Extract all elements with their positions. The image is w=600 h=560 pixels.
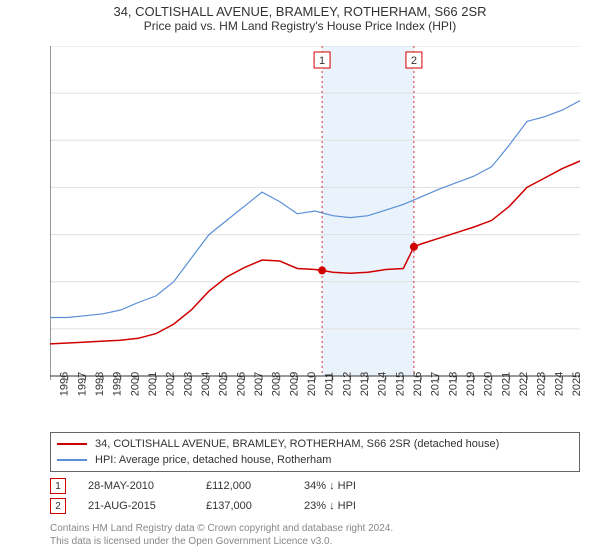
title-block: 34, COLTISHALL AVENUE, BRAMLEY, ROTHERHA… (0, 0, 600, 35)
sale-rows: 1 28-MAY-2010 £112,000 34% ↓ HPI 2 21-AU… (50, 476, 580, 516)
svg-text:1996: 1996 (59, 372, 71, 396)
svg-text:2004: 2004 (200, 372, 212, 396)
svg-text:2009: 2009 (288, 372, 300, 396)
svg-text:2000: 2000 (129, 372, 141, 396)
svg-text:2019: 2019 (465, 372, 477, 396)
legend-label-property: 34, COLTISHALL AVENUE, BRAMLEY, ROTHERHA… (95, 438, 499, 450)
sale-delta: 34% ↓ HPI (304, 480, 404, 492)
footer-line1: Contains HM Land Registry data © Crown c… (50, 522, 580, 535)
svg-text:2024: 2024 (553, 372, 565, 396)
svg-text:2015: 2015 (394, 372, 406, 396)
sale-row: 2 21-AUG-2015 £137,000 23% ↓ HPI (50, 496, 580, 516)
chart-svg: £0£50K£100K£150K£200K£250K£300K£350K1995… (50, 46, 580, 426)
title-subtitle: Price paid vs. HM Land Registry's House … (0, 19, 600, 33)
svg-text:2008: 2008 (271, 372, 283, 396)
footer-line2: This data is licensed under the Open Gov… (50, 535, 580, 548)
svg-text:1999: 1999 (112, 372, 124, 396)
legend-row-hpi: HPI: Average price, detached house, Roth… (57, 452, 573, 468)
svg-text:2022: 2022 (518, 372, 530, 396)
svg-text:2001: 2001 (147, 372, 159, 396)
sale-row: 1 28-MAY-2010 £112,000 34% ↓ HPI (50, 476, 580, 496)
legend-swatch-property (57, 443, 87, 445)
sale-marker-1: 1 (50, 478, 66, 494)
svg-text:2025: 2025 (571, 372, 580, 396)
chart-area: £0£50K£100K£150K£200K£250K£300K£350K1995… (50, 46, 580, 396)
svg-text:2020: 2020 (483, 372, 495, 396)
svg-text:2: 2 (411, 55, 417, 67)
footer: Contains HM Land Registry data © Crown c… (50, 522, 580, 548)
svg-text:1998: 1998 (94, 372, 106, 396)
sale-date: 28-MAY-2010 (74, 480, 198, 492)
svg-text:2017: 2017 (430, 372, 442, 396)
sale-date: 21-AUG-2015 (74, 500, 198, 512)
svg-text:1: 1 (319, 55, 325, 67)
figure: 34, COLTISHALL AVENUE, BRAMLEY, ROTHERHA… (0, 0, 600, 560)
svg-text:2010: 2010 (306, 372, 318, 396)
svg-text:2007: 2007 (253, 372, 265, 396)
svg-text:2014: 2014 (377, 372, 389, 396)
svg-text:2003: 2003 (182, 372, 194, 396)
sale-price: £137,000 (206, 500, 296, 512)
svg-text:2012: 2012 (341, 372, 353, 396)
sale-delta: 23% ↓ HPI (304, 500, 404, 512)
sale-price: £112,000 (206, 480, 296, 492)
svg-text:2006: 2006 (235, 372, 247, 396)
legend-row-property: 34, COLTISHALL AVENUE, BRAMLEY, ROTHERHA… (57, 436, 573, 452)
title-address: 34, COLTISHALL AVENUE, BRAMLEY, ROTHERHA… (0, 4, 600, 19)
svg-text:2021: 2021 (500, 372, 512, 396)
svg-text:2023: 2023 (536, 372, 548, 396)
legend-label-hpi: HPI: Average price, detached house, Roth… (95, 454, 331, 466)
sale-marker-2: 2 (50, 498, 66, 514)
svg-text:2002: 2002 (165, 372, 177, 396)
svg-text:2016: 2016 (412, 372, 424, 396)
svg-text:1997: 1997 (76, 372, 88, 396)
legend-swatch-hpi (57, 459, 87, 461)
svg-text:2005: 2005 (218, 372, 230, 396)
svg-text:2013: 2013 (359, 372, 371, 396)
svg-text:2018: 2018 (447, 372, 459, 396)
legend: 34, COLTISHALL AVENUE, BRAMLEY, ROTHERHA… (50, 432, 580, 472)
